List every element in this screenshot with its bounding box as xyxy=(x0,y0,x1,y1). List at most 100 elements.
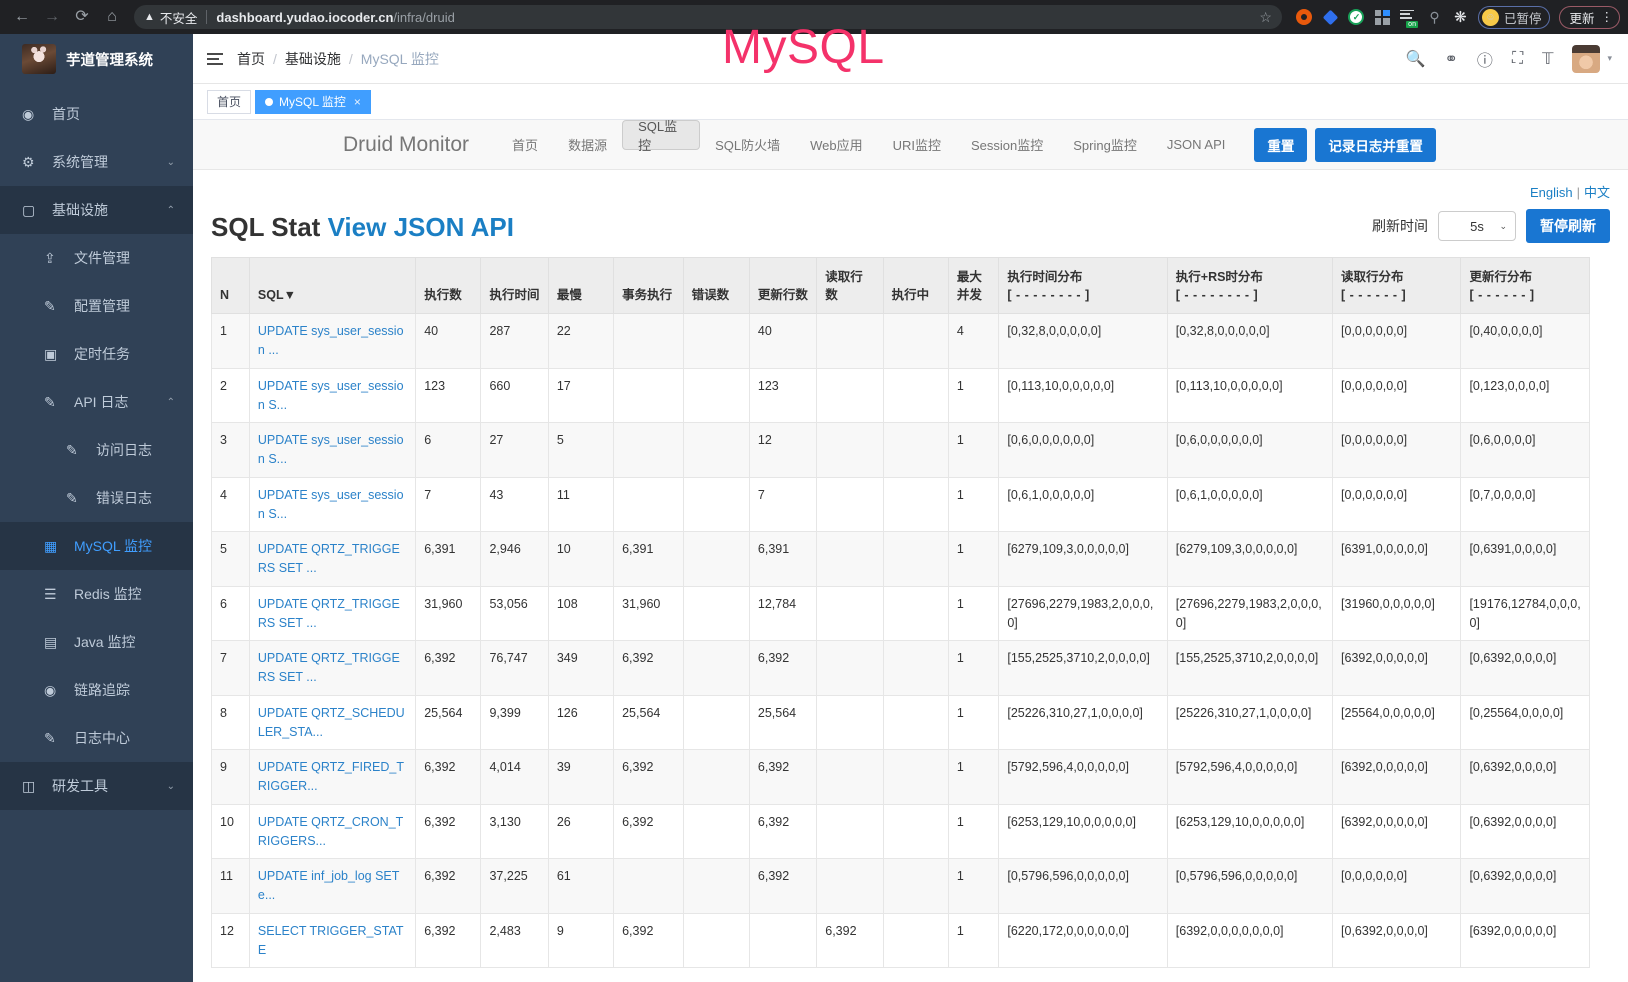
cell-n: 1 xyxy=(211,313,250,369)
chevron-down-icon[interactable]: ▾ xyxy=(1607,53,1612,63)
sql-link[interactable]: UPDATE QRTZ_TRIGGERS SET ... xyxy=(257,542,400,575)
sidebar-item-infra[interactable]: ▢ 基础设施 ⌃ xyxy=(0,186,193,234)
pause-refresh-button[interactable]: 暂停刷新 xyxy=(1526,209,1610,243)
view-json-api-link[interactable]: View JSON API xyxy=(327,212,514,242)
col-exec-time-dist[interactable]: 执行时间分布 [ - - - - - - - - ] xyxy=(998,256,1168,315)
avatar[interactable] xyxy=(1572,44,1601,73)
sidebar-item-file-manage[interactable]: ⇪ 文件管理 xyxy=(0,234,193,282)
sidebar-item-scheduled-job[interactable]: ▣ 定时任务 xyxy=(0,330,193,378)
close-icon[interactable]: × xyxy=(353,94,361,109)
puzzle-extensions-icon[interactable]: ❋ xyxy=(1454,9,1467,26)
refresh-label: 刷新时间 xyxy=(1372,218,1428,234)
druid-nav-session-monitor[interactable]: Session监控 xyxy=(970,138,1044,153)
search-icon[interactable]: 🔍 xyxy=(1405,50,1426,68)
col-tx-exec[interactable]: 事务执行 xyxy=(613,256,684,315)
sidebar-item-dev-tools[interactable]: ◫ 研发工具 ⌄ xyxy=(0,762,193,810)
druid-nav-spring-monitor[interactable]: Spring监控 xyxy=(1073,138,1137,153)
col-update-row-dist[interactable]: 更新行分布 [ - - - - - - ] xyxy=(1460,256,1590,315)
sql-link[interactable]: UPDATE sys_user_session S... xyxy=(257,433,404,466)
col-read-rows[interactable]: 读取行数 xyxy=(816,256,884,315)
tab-mysql-monitor[interactable]: MySQL 监控 × xyxy=(255,89,371,114)
sql-link[interactable]: UPDATE sys_user_session ... xyxy=(257,324,404,357)
back-button[interactable]: ← xyxy=(14,8,30,25)
sql-link[interactable]: UPDATE sys_user_session S... xyxy=(257,487,404,521)
green-check-extension-icon[interactable]: ✓ xyxy=(1348,9,1365,26)
col-exec-count[interactable]: 执行数 xyxy=(415,256,482,315)
blue-diamond-extension-icon[interactable] xyxy=(1322,9,1339,26)
col-exec-time[interactable]: 执行时间 xyxy=(480,256,549,315)
col-read-row-dist[interactable]: 读取行分布 [ - - - - - - ] xyxy=(1332,256,1462,315)
col-update-rows[interactable]: 更新行数 xyxy=(748,256,818,315)
col-exec-rs-dist[interactable]: 执行+RS时分布 [ - - - - - - - - ] xyxy=(1166,256,1334,315)
breadcrumb-section[interactable]: 基础设施 xyxy=(284,50,341,67)
on-toggle-extension-icon[interactable]: on xyxy=(1399,9,1418,28)
druid-nav-sql-firewall[interactable]: SQL防火墙 xyxy=(715,138,781,153)
cell-exec-time: 287 xyxy=(480,313,549,369)
sidebar-item-api-log[interactable]: ✎ API 日志 ⌃ xyxy=(0,378,193,426)
col-error-count[interactable]: 错误数 xyxy=(682,256,750,315)
sql-link[interactable]: UPDATE QRTZ_SCHEDULER_STA... xyxy=(257,705,405,739)
druid-nav-uri-monitor[interactable]: URI监控 xyxy=(892,138,941,153)
tab-label: 首页 xyxy=(217,95,242,109)
four-squares-extension-icon[interactable] xyxy=(1374,9,1391,26)
sidebar-item-mysql-monitor[interactable]: ▦ MySQL 监控 xyxy=(0,522,193,570)
cell-read-rows xyxy=(816,694,884,751)
cell-exec-time-dist: [6253,129,10,0,0,0,0,0] xyxy=(998,803,1168,860)
forward-button[interactable]: → xyxy=(44,8,60,25)
bookmark-star-icon[interactable]: ☆ xyxy=(1259,8,1272,25)
log-and-reset-button[interactable]: 记录日志并重置 xyxy=(1315,127,1436,162)
profile-paused-chip[interactable]: ☺ 已暂停 xyxy=(1477,5,1551,29)
cell-running xyxy=(882,367,949,424)
reset-button[interactable]: 重置 xyxy=(1254,127,1308,162)
sql-link[interactable]: UPDATE inf_job_log SET e... xyxy=(257,869,400,902)
fullscreen-icon[interactable]: ⛶ xyxy=(1511,49,1524,67)
help-icon[interactable]: ⓘ xyxy=(1476,52,1493,70)
address-bar[interactable]: ▲ 不安全 dashboard.yudao.iocoder.cn/infra/d… xyxy=(134,5,1282,29)
sidebar-item-home[interactable]: ◉ 首页 xyxy=(0,90,193,138)
sql-link[interactable]: SELECT TRIGGER_STATE xyxy=(257,923,404,957)
cell-n: 8 xyxy=(211,694,250,751)
sidebar-item-log-center[interactable]: ✎ 日志中心 xyxy=(0,714,193,762)
font-size-icon[interactable]: 𝕋 xyxy=(1542,50,1554,68)
druid-nav-json-api[interactable]: JSON API xyxy=(1166,137,1226,152)
chrome-menu-icon[interactable]: ⋮ xyxy=(1600,10,1614,24)
sql-link[interactable]: UPDATE QRTZ_FIRED_TRIGGER... xyxy=(257,760,404,793)
col-slowest[interactable]: 最慢 xyxy=(547,256,615,315)
druid-nav-sql-monitor[interactable]: SQL监控 xyxy=(622,120,701,153)
reload-button[interactable]: ⟳ xyxy=(75,8,89,25)
druid-nav-web-app[interactable]: Web应用 xyxy=(810,138,863,153)
sidebar-logo[interactable]: 芋道管理系统 xyxy=(0,34,193,84)
sql-link[interactable]: UPDATE QRTZ_CRON_TRIGGERS... xyxy=(257,814,404,848)
cell-slowest: 349 xyxy=(547,640,615,696)
refresh-interval-select[interactable]: 5s ⌄ xyxy=(1438,211,1516,241)
sql-link[interactable]: UPDATE QRTZ_TRIGGERS SET ... xyxy=(257,596,400,630)
tab-home[interactable]: 首页 xyxy=(207,89,252,114)
sql-link[interactable]: UPDATE QRTZ_TRIGGERS SET ... xyxy=(257,651,400,684)
sql-link[interactable]: UPDATE sys_user_session S... xyxy=(257,378,404,412)
breadcrumb-home[interactable]: 首页 xyxy=(237,50,265,67)
update-button[interactable]: 更新 ⋮ xyxy=(1559,5,1620,29)
key-extension-icon[interactable]: ⚲ xyxy=(1429,8,1440,25)
cell-error-count xyxy=(682,476,750,533)
orange-ring-extension-icon[interactable] xyxy=(1296,9,1313,26)
sidebar-item-access-log[interactable]: ✎ 访问日志 xyxy=(0,426,193,474)
col-max-concurrent[interactable]: 最大并发 xyxy=(947,256,1000,315)
table-row: 4 UPDATE sys_user_session S... 7 43 11 7 1 [0,6… xyxy=(211,476,1590,533)
col-sql[interactable]: SQL▼ xyxy=(248,256,417,315)
cell-exec-time: 9,399 xyxy=(480,694,549,751)
github-icon[interactable]: ⚭ xyxy=(1444,50,1458,68)
lang-chinese-link[interactable]: 中文 xyxy=(1583,185,1610,200)
home-button[interactable]: ⌂ xyxy=(107,8,117,25)
lang-english-link[interactable]: English xyxy=(1529,185,1573,200)
druid-nav-home[interactable]: 首页 xyxy=(512,138,539,153)
druid-nav-datasource[interactable]: 数据源 xyxy=(568,138,608,153)
hamburger-icon[interactable] xyxy=(193,50,237,68)
sidebar-item-config-manage[interactable]: ✎ 配置管理 xyxy=(0,282,193,330)
col-n[interactable]: N xyxy=(211,256,250,315)
sidebar-item-error-log[interactable]: ✎ 错误日志 xyxy=(0,474,193,522)
sidebar-item-system[interactable]: ⚙ 系统管理 ⌄ xyxy=(0,138,193,186)
sidebar-item-java-monitor[interactable]: ▤ Java 监控 xyxy=(0,618,193,666)
sidebar-item-trace[interactable]: ◉ 链路追踪 xyxy=(0,666,193,714)
col-running[interactable]: 执行中 xyxy=(882,256,949,315)
sidebar-item-redis-monitor[interactable]: ☰ Redis 监控 xyxy=(0,570,193,618)
